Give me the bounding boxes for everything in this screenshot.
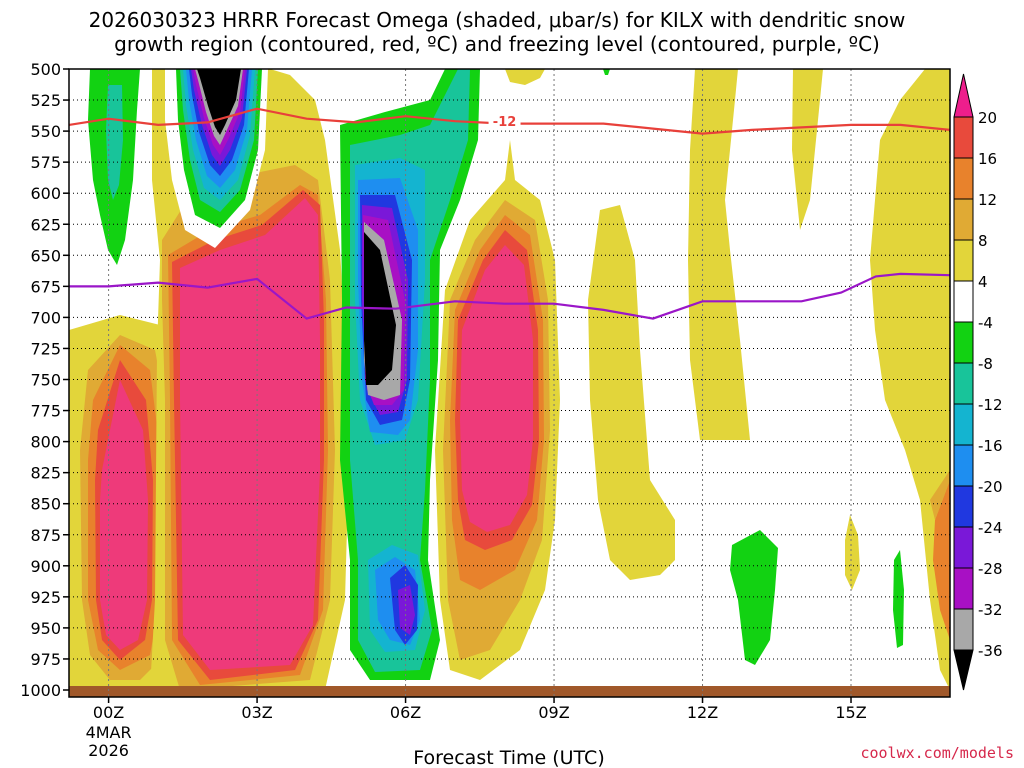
y-tick-label: 675 (30, 277, 61, 296)
y-tick-label: 875 (30, 526, 61, 545)
colorbar-swatch (953, 239, 974, 282)
colorbar: 20 16 12 8 4 -4 -8 -12 -16 -20 -24 -28 -32 -36 (953, 73, 1003, 691)
dgz-label: -12 (493, 115, 517, 130)
omega-region-i-yellow (845, 515, 860, 590)
colorbar-swatch (953, 198, 974, 241)
colorbar-label: 12 (978, 191, 997, 209)
y-tick-label: 500 (30, 60, 61, 79)
colorbar-label: -24 (978, 519, 1003, 537)
colorbar-swatch (953, 362, 974, 405)
omega-region-a-upper-teal (106, 85, 123, 200)
colorbar-swatch (953, 321, 974, 364)
omega-region-spot-a (505, 69, 545, 85)
omega-region-j-green (730, 530, 778, 665)
y-tick-label: 550 (30, 122, 61, 141)
y-tick-label: 900 (30, 557, 61, 576)
colorbar-swatch (953, 116, 974, 159)
colorbar-swatch (953, 403, 974, 446)
omega-region-e-yellow (588, 205, 675, 580)
contour-lines: -12 (68, 107, 951, 320)
y-tick-label: 700 (30, 308, 61, 327)
omega-region-h-gold (930, 470, 950, 520)
colorbar-label: 20 (978, 109, 997, 127)
y-tick-label: 975 (30, 650, 61, 669)
colorbar-bottom-arrow (953, 649, 974, 691)
y-tick-label: 775 (30, 402, 61, 421)
x-axis-label: Forecast Time (UTC) (413, 747, 604, 768)
omega-region-k-green (893, 550, 904, 648)
colorbar-label: -12 (978, 396, 1003, 414)
y-tick-label: 750 (30, 371, 61, 390)
y-tick-label: 950 (30, 619, 61, 638)
credit-text: coolwx.com/models (860, 744, 1014, 762)
colorbar-label: -32 (978, 601, 1003, 619)
omega-region-b-pink (180, 198, 320, 670)
y-tick-label: 575 (30, 153, 61, 172)
ground-strip (69, 686, 950, 697)
y-tick-label: 650 (30, 246, 61, 265)
colorbar-label: -28 (978, 560, 1003, 578)
y-tick-label: 600 (30, 184, 61, 203)
y-tick-label: 800 (30, 433, 61, 452)
omega-shading (69, 69, 950, 697)
colorbar-label: -20 (978, 478, 1003, 496)
omega-region-spot-b (603, 69, 610, 75)
colorbar-swatch (953, 567, 974, 610)
y-tick-label: 1000 (20, 681, 61, 700)
colorbar-swatch (953, 280, 974, 323)
chart-title-line1: 2026030323 HRRR Forecast Omega (shaded, … (89, 8, 906, 32)
omega-region-c-low-violet (398, 585, 415, 635)
y-axis: 500 525 550 575 600 625 650 675 700 725 750 775 800 8… (20, 60, 69, 700)
grid (69, 69, 950, 697)
omega-region-h-orange (933, 480, 950, 640)
x-tick-label: 09Z (538, 703, 569, 722)
dgz-label-bg (488, 112, 521, 129)
y-tick-label: 925 (30, 588, 61, 607)
colorbar-label: -36 (978, 642, 1003, 660)
x-tick-label: 15Z (835, 703, 866, 722)
chart-title-line2: growth region (contoured, red, ºC) and f… (114, 32, 880, 56)
colorbar-swatch (953, 157, 974, 200)
colorbar-label: 4 (978, 273, 988, 291)
colorbar-label: -8 (978, 355, 993, 373)
colorbar-swatch (953, 526, 974, 569)
omega-region-a-pink (100, 380, 148, 650)
colorbar-label: -16 (978, 437, 1003, 455)
y-tick-label: 525 (30, 91, 61, 110)
omega-region-d-pink (460, 245, 533, 532)
x-tick-label: 00Z (93, 703, 124, 722)
x-tick-label: 12Z (687, 703, 718, 722)
y-tick-label: 725 (30, 339, 61, 358)
freezing-level-line (69, 272, 951, 320)
colorbar-label: 16 (978, 150, 997, 168)
colorbar-label: -4 (978, 314, 993, 332)
colorbar-top-arrow (953, 73, 974, 118)
omega-region-g-yellow (792, 69, 823, 230)
x-tick-label: 03Z (241, 703, 272, 722)
colorbar-label: 8 (978, 232, 988, 250)
omega-region-b-upper-black (197, 69, 241, 135)
x-tick-label: 06Z (390, 703, 421, 722)
colorbar-swatch (953, 608, 974, 651)
y-tick-label: 625 (30, 215, 61, 234)
x-tick-sublabel: 2026 (88, 741, 129, 760)
x-tick-sublabel: 4MAR (86, 723, 132, 742)
plot-frame (68, 68, 951, 698)
colorbar-swatch (953, 485, 974, 528)
y-tick-label: 825 (30, 464, 61, 483)
omega-region-f-yellow (688, 69, 750, 440)
colorbar-swatch (953, 444, 974, 487)
y-tick-label: 850 (30, 495, 61, 514)
